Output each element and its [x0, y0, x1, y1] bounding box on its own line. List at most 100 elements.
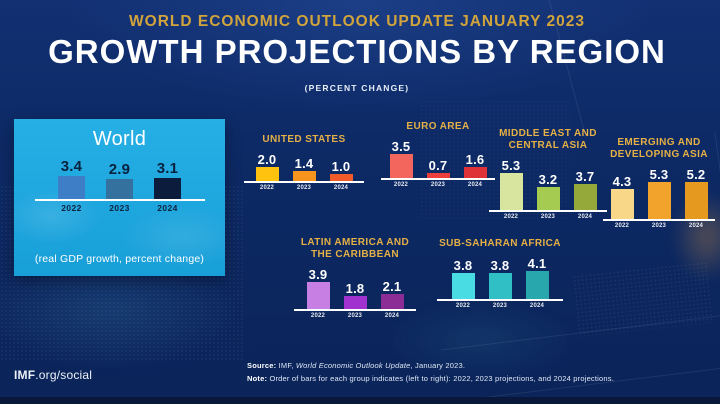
bar-2023: [292, 171, 316, 181]
bar-2024: [573, 183, 597, 210]
years-row: 2022 2023 2024: [489, 214, 607, 220]
bar-value-label: 4.1: [527, 255, 547, 271]
bar-value-label: 1.4: [294, 156, 314, 171]
bar-column: 3.8: [451, 258, 475, 300]
bar-2022: [451, 272, 475, 300]
chart-emerging-and-developing-asia: EMERGING AND DEVELOPING ASIA 4.3 5.3 5.2 20…: [603, 137, 715, 229]
note-line: Note: Order of bars for each group indic…: [247, 372, 614, 385]
report-kicker: WORLD ECONOMIC OUTLOOK UPDATE JANUARY 20…: [129, 13, 585, 30]
bar-2022: [306, 281, 330, 309]
bar-column: 3.4: [58, 158, 85, 200]
bar-column: 3.7: [573, 169, 597, 210]
note-label: Note:: [247, 374, 268, 383]
bar-2023: [536, 187, 560, 210]
bar-column: 5.3: [499, 157, 523, 210]
bar-column: 3.9: [306, 267, 330, 309]
years-row: 2022 2023 2024: [381, 182, 495, 188]
chart-united-states: UNITED STATES 2.0 1.4 1.0 2022 2023 2024: [244, 134, 364, 191]
year-label: 2023: [296, 184, 312, 191]
source-label: Source:: [247, 361, 277, 370]
chart-middle-east-and-central-asia: MIDDLE EAST AND CENTRAL ASIA 5.3 3.2 3.7 20…: [489, 128, 607, 220]
bar-column: 4.1: [525, 255, 549, 300]
bar-column: 4.3: [610, 174, 634, 219]
bottom-border-strip: [0, 397, 720, 404]
years-row: 2022 2023 2024: [294, 313, 416, 319]
bars-row: 3.4 2.9 3.1: [35, 158, 205, 200]
source-date: , January 2023.: [410, 361, 466, 370]
bar-column: 1.6: [463, 152, 487, 179]
decorative-graticule-line: [441, 310, 720, 351]
bar-column: 1.4: [292, 156, 316, 181]
bar-column: 5.2: [684, 167, 708, 219]
chart-sub-saharan-africa: SUB-SAHARAN AFRICA 3.8 3.8 4.1 2022 2023 2024: [437, 238, 563, 309]
years-row: 2022 2023 2024: [437, 303, 563, 309]
chart-euro-area: EURO AREA 3.5 0.7 1.6 2022 2023 2024: [381, 121, 495, 188]
year-label: 2024: [688, 222, 704, 229]
chart-title-united-states: UNITED STATES: [262, 134, 346, 145]
bar-2023: [426, 173, 450, 179]
chart-baseline: [34, 199, 205, 202]
bar-value-label: 2.9: [108, 161, 131, 179]
bar-2024: [154, 178, 181, 200]
bar-value-label: 5.3: [649, 166, 669, 182]
bar-chart-middle-east-and-central-asia: 5.3 3.2 3.7 2022 2023 2024: [489, 158, 607, 220]
year-label: 2023: [430, 182, 446, 189]
year-label: 2022: [455, 303, 471, 310]
decorative-graticule-line: [714, 131, 720, 350]
note-text: Order of bars for each group indicates (…: [267, 374, 615, 383]
bar-chart-united-states: 2.0 1.4 1.0 2022 2023 2024: [244, 152, 364, 191]
bar-value-label: 0.7: [428, 158, 448, 174]
imf-social-bold: IMF: [14, 368, 36, 382]
year-label: 2023: [347, 312, 363, 319]
bar-column: 3.8: [488, 257, 512, 300]
bar-value-label: 3.8: [490, 257, 510, 273]
chart-baseline: [294, 308, 416, 311]
years-row: 2022 2023 2024: [244, 185, 364, 191]
bar-2024: [329, 173, 353, 181]
source-line: Source: IMF, World Economic Outlook Upda…: [247, 359, 614, 372]
world-panel: World 3.4 2.9 3.1 2022 2023 2024 (real GDP gr…: [14, 119, 225, 276]
bar-column: 3.5: [389, 138, 413, 179]
year-label: 2023: [540, 213, 556, 220]
bar-column: 1.0: [329, 159, 353, 181]
bars-row: 3.8 3.8 4.1: [437, 256, 563, 300]
bar-column: 3.2: [536, 172, 560, 210]
decorative-dot-map-right: [572, 261, 713, 337]
year-label: 2022: [614, 222, 630, 229]
chart-baseline: [244, 180, 364, 183]
bar-value-label: 1.6: [465, 152, 485, 168]
chart-title-euro-area: EURO AREA: [406, 121, 470, 132]
bar-value-label: 2.0: [257, 151, 277, 167]
year-label: 2022: [503, 213, 519, 220]
imf-social-rest: .org/social: [35, 368, 93, 382]
bar-value-label: 3.1: [156, 160, 179, 178]
world-chart-caption: (real GDP growth, percent change): [34, 253, 205, 265]
year-label: 2022: [393, 182, 409, 189]
year-label: 2024: [333, 184, 349, 191]
bar-2022: [499, 172, 523, 210]
bar-column: 0.7: [426, 158, 450, 179]
world-bar-chart: 3.4 2.9 3.1 2022 2023 2024: [34, 158, 205, 214]
years-row: 2022 2023 2024: [603, 223, 715, 229]
year-label: 2022: [310, 312, 326, 319]
bar-value-label: 5.3: [501, 157, 521, 173]
bar-value-label: 2.1: [382, 279, 402, 295]
imf-social-link: IMF.org/social: [14, 368, 92, 382]
bar-2024: [380, 294, 404, 309]
bar-2023: [647, 181, 671, 219]
chart-baseline: [603, 218, 715, 221]
bars-row: 5.3 3.2 3.7: [489, 158, 607, 210]
chart-latin-america-and-the-caribbean: LATIN AMERICA AND THE CARIBBEAN 3.9 1.8 2.…: [294, 237, 416, 319]
source-publication: World Economic Outlook Update: [295, 361, 411, 370]
chart-title-sub-saharan-africa: SUB-SAHARAN AFRICA: [439, 238, 561, 249]
bar-chart-latin-america-and-the-caribbean: 3.9 1.8 2.1 2022 2023 2024: [294, 267, 416, 319]
year-label: 2024: [157, 203, 178, 214]
year-label: 2024: [577, 213, 593, 220]
bar-value-label: 3.4: [60, 158, 83, 175]
bar-2022: [255, 166, 279, 181]
bar-value-label: 3.5: [391, 138, 411, 154]
bar-2022: [58, 176, 85, 200]
bars-row: 4.3 5.3 5.2: [603, 167, 715, 219]
chart-baseline: [381, 178, 495, 181]
